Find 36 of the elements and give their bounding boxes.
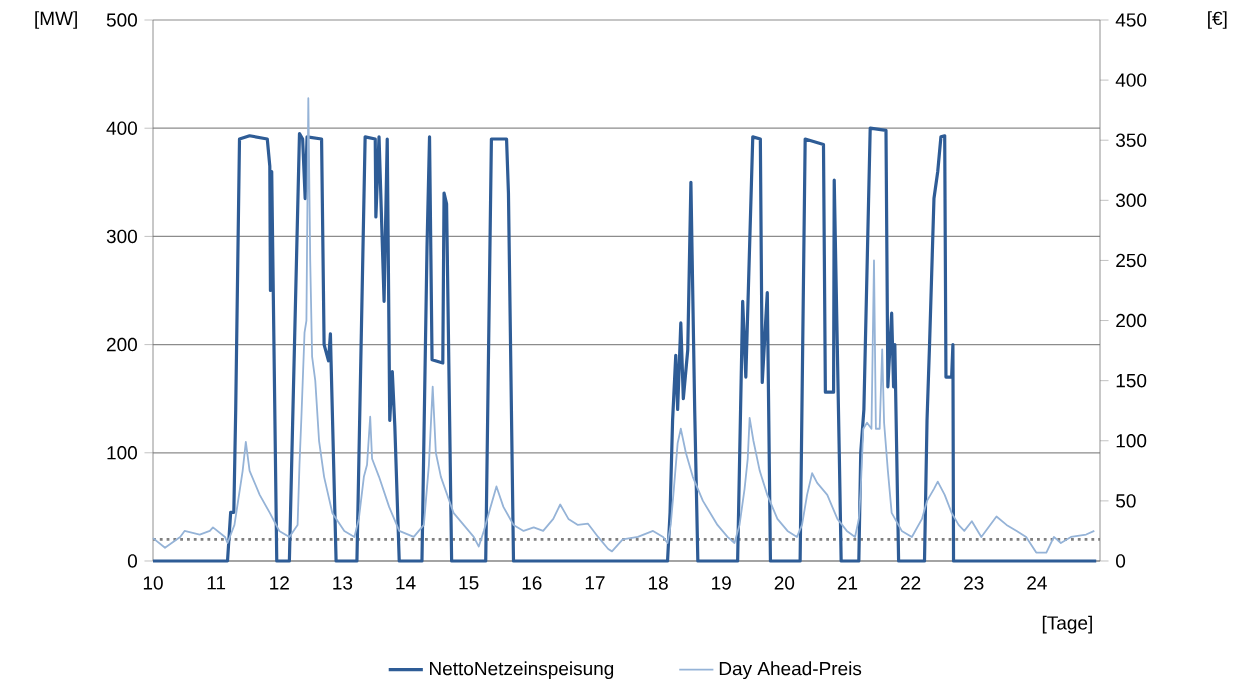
- legend-label: Day Ahead-Preis: [719, 661, 862, 680]
- x-tick-label: 19: [712, 576, 731, 590]
- y2-tick-label: 250: [1116, 253, 1147, 268]
- y-tick-label: 100: [107, 446, 137, 460]
- y-tick-label: 400: [106, 121, 137, 135]
- y2-axis-title: [€]: [1208, 11, 1227, 29]
- x-axis-title: [Tage]: [1042, 615, 1092, 634]
- x-tick-label: 24: [1027, 576, 1047, 590]
- x-tick-label: 20: [774, 576, 795, 590]
- x-tick-label: 10: [143, 576, 163, 590]
- x-tick-label: 18: [648, 576, 668, 590]
- y-axis-title: [MW]: [35, 11, 77, 29]
- y2-tick-label: 350: [1116, 133, 1147, 147]
- y-tick-label: 200: [106, 337, 137, 352]
- y2-tick-label: 0: [1116, 554, 1126, 568]
- x-tick-label: 12: [270, 576, 289, 590]
- x-tick-label: 17: [585, 576, 605, 590]
- y2-tick-label: 450: [1115, 13, 1147, 27]
- x-tick-label: 21: [837, 576, 858, 590]
- x-tick-label: 15: [459, 576, 479, 590]
- y2-tick-label: 200: [1116, 313, 1147, 328]
- y-tick-label: 0: [127, 554, 137, 568]
- y2-tick-label: 50: [1116, 494, 1136, 508]
- x-tick-label: 14: [396, 576, 416, 590]
- x-tick-label: 22: [900, 576, 921, 590]
- x-tick-label: 11: [207, 576, 226, 590]
- y2-tick-label: 100: [1116, 434, 1147, 448]
- x-tick-label: 16: [522, 576, 542, 590]
- y2-tick-label: 300: [1116, 193, 1147, 208]
- y2-tick-label: 150: [1116, 373, 1147, 388]
- legend-label: NettoNetzeinspeisung: [430, 661, 614, 680]
- y-tick-label: 500: [106, 13, 137, 27]
- x-tick-label: 13: [333, 576, 353, 590]
- x-tick-label: 23: [964, 576, 984, 590]
- y2-tick-label: 400: [1115, 73, 1147, 87]
- y-tick-label: 300: [106, 229, 137, 244]
